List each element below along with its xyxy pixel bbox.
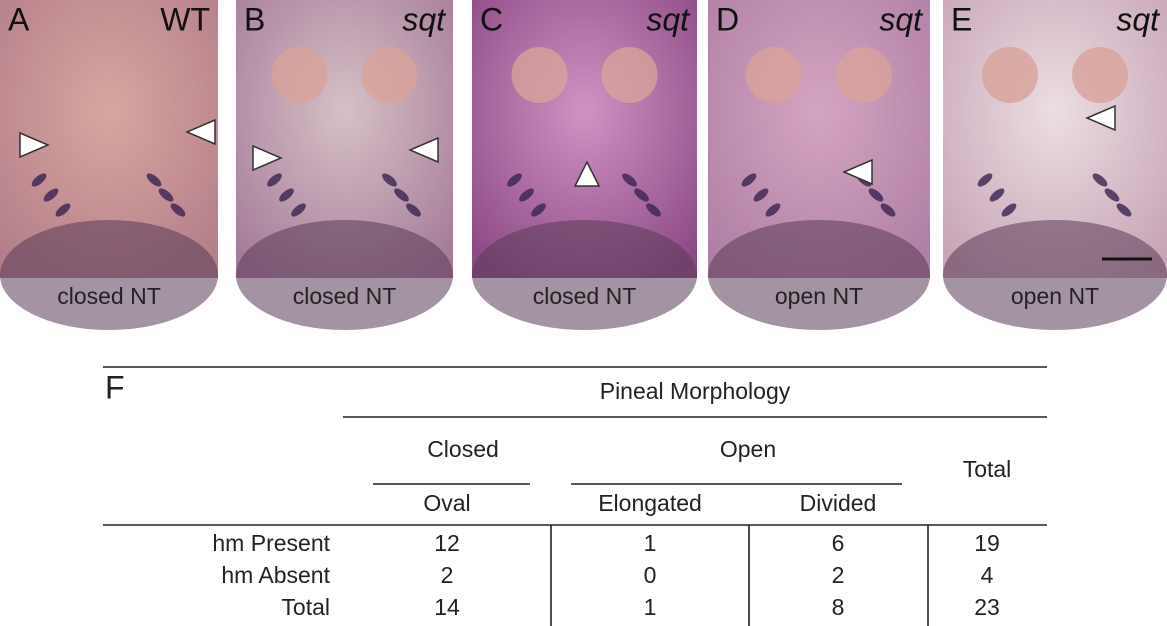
stain — [43, 188, 59, 202]
stain — [868, 188, 884, 202]
row-label: hm Absent — [221, 562, 330, 588]
eye — [361, 47, 418, 103]
table-cell: 23 — [974, 594, 1000, 620]
stain — [31, 173, 47, 187]
arrowhead — [1085, 104, 1116, 132]
eye — [511, 47, 568, 103]
yolk — [472, 220, 697, 330]
panel-caption: closed NT — [293, 283, 397, 309]
stain — [646, 203, 661, 217]
table-cell: 2 — [832, 562, 845, 588]
table-cell: 19 — [974, 530, 1000, 556]
stain — [291, 203, 306, 217]
eye — [601, 47, 658, 103]
yolk — [236, 220, 453, 330]
panel-letter: D — [716, 1, 739, 37]
table-cell: 1 — [644, 594, 657, 620]
genotype: sqt — [646, 1, 690, 37]
stain — [55, 203, 71, 217]
stain — [382, 173, 397, 187]
image-panel: A WT closed NT — [0, 0, 218, 330]
stain — [1092, 173, 1108, 187]
group-header: Total — [963, 456, 1012, 482]
group-header: Open — [720, 436, 776, 462]
table-cell: 12 — [434, 530, 460, 556]
panel-caption: open NT — [775, 283, 863, 309]
table-title: Pineal Morphology — [600, 378, 791, 404]
stain — [406, 203, 421, 217]
table-cell: 0 — [644, 562, 657, 588]
eye — [746, 47, 802, 103]
stain — [1104, 188, 1120, 202]
table-cell: 2 — [441, 562, 454, 588]
yolk — [0, 220, 218, 330]
genotype: WT — [160, 1, 210, 37]
stain — [394, 188, 409, 202]
row-label: hm Present — [212, 530, 330, 556]
sub-header: Divided — [800, 490, 877, 516]
stain — [267, 173, 282, 187]
stain — [531, 203, 546, 217]
genotype: sqt — [879, 1, 923, 37]
eye — [1072, 47, 1128, 103]
group-header: Closed — [427, 436, 499, 462]
eye — [271, 47, 328, 103]
stain — [741, 173, 757, 187]
stain — [170, 203, 186, 217]
yolk — [943, 220, 1167, 330]
arrowhead — [573, 160, 601, 187]
panel-caption: closed NT — [57, 283, 161, 309]
stain — [634, 188, 649, 202]
image-panels: A WT closed NT B sqt closed NT C sqt closed NT D s… — [0, 0, 1167, 330]
table-cell: 1 — [644, 530, 657, 556]
table-cell: 6 — [832, 530, 845, 556]
stain — [1116, 203, 1132, 217]
panel-letter: C — [480, 1, 503, 37]
table-cell: 8 — [832, 594, 845, 620]
genotype: sqt — [402, 1, 446, 37]
stain — [146, 173, 162, 187]
arrowhead — [252, 144, 283, 172]
stain — [753, 188, 769, 202]
sub-header: Oval — [423, 490, 470, 516]
stain — [1001, 203, 1017, 217]
yolk — [708, 220, 930, 330]
panel-letter: F — [105, 369, 125, 405]
row-label: Total — [281, 594, 330, 620]
stain — [507, 173, 522, 187]
genotype: sqt — [1116, 1, 1160, 37]
sub-header: Elongated — [598, 490, 702, 516]
eye — [836, 47, 892, 103]
table: F Pineal Morphology Closed Open Total Ov… — [103, 366, 1047, 626]
stain — [519, 188, 534, 202]
stain — [977, 173, 993, 187]
arrowhead — [185, 118, 216, 146]
arrowhead — [19, 131, 50, 159]
stain — [622, 173, 637, 187]
panel-letter: E — [951, 1, 972, 37]
panel-letter: A — [8, 1, 30, 37]
stain — [989, 188, 1005, 202]
table-cell: 14 — [434, 594, 460, 620]
arrowhead — [842, 158, 873, 186]
panel-letter: B — [244, 1, 265, 37]
panel-caption: closed NT — [533, 283, 637, 309]
table-cell: 4 — [981, 562, 994, 588]
eye — [982, 47, 1038, 103]
stain — [880, 203, 896, 217]
arrowhead — [408, 136, 439, 164]
panel-caption: open NT — [1011, 283, 1099, 309]
stain — [279, 188, 294, 202]
stain — [765, 203, 781, 217]
stain — [158, 188, 174, 202]
